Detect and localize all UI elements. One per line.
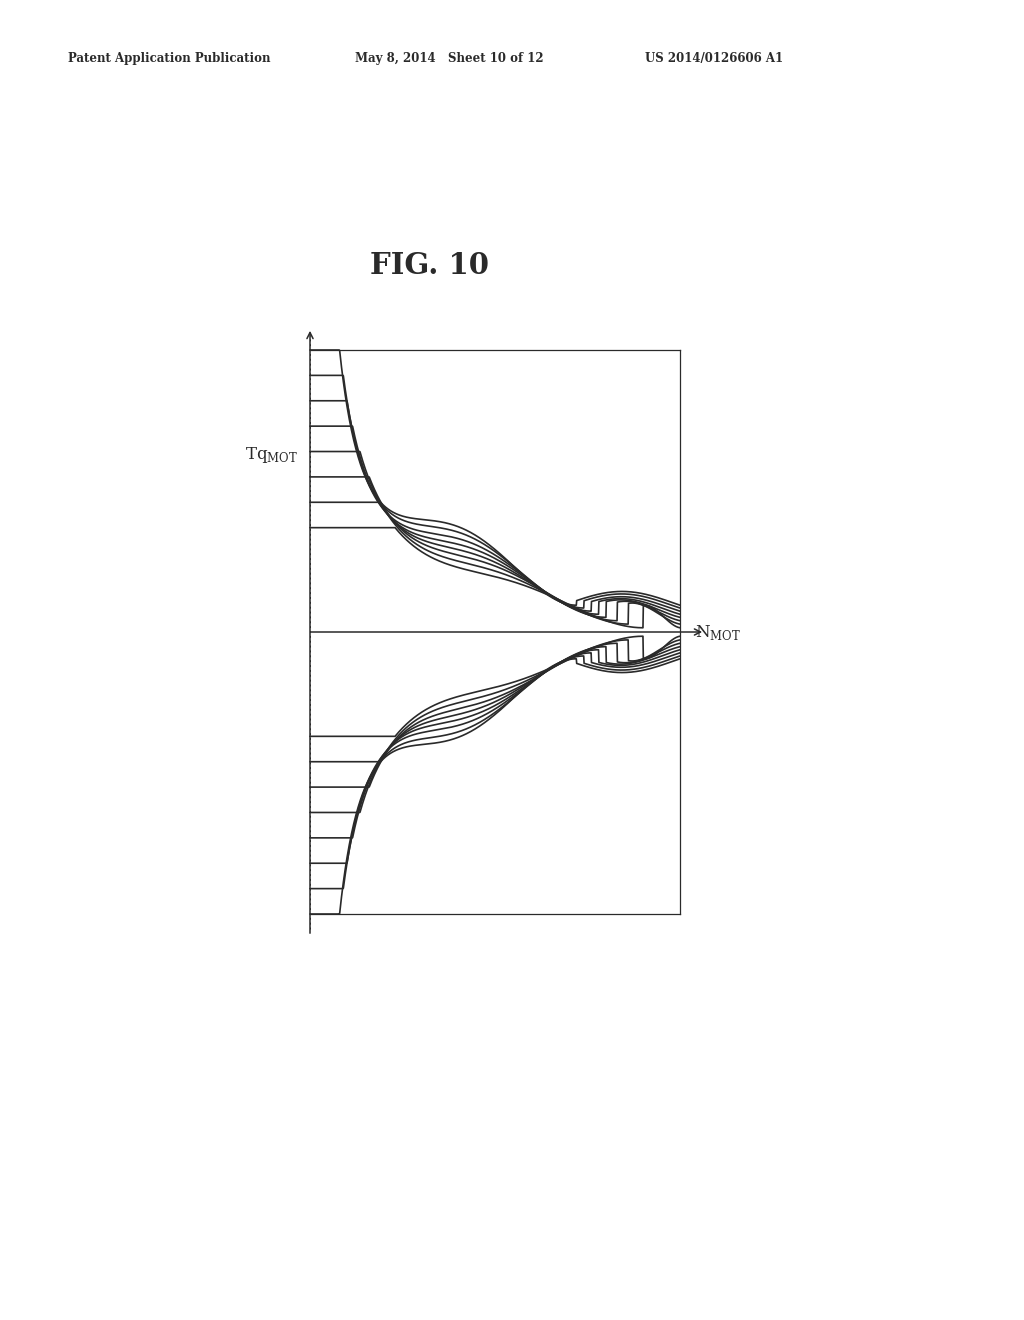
Text: Tq$_{\mathregular{MOT}}$: Tq$_{\mathregular{MOT}}$ [245,445,298,465]
Text: May 8, 2014   Sheet 10 of 12: May 8, 2014 Sheet 10 of 12 [355,51,544,65]
Text: FIG. 10: FIG. 10 [371,251,489,280]
Text: N$_{\mathregular{MOT}}$: N$_{\mathregular{MOT}}$ [695,623,740,642]
Text: US 2014/0126606 A1: US 2014/0126606 A1 [645,51,783,65]
Text: Patent Application Publication: Patent Application Publication [68,51,270,65]
